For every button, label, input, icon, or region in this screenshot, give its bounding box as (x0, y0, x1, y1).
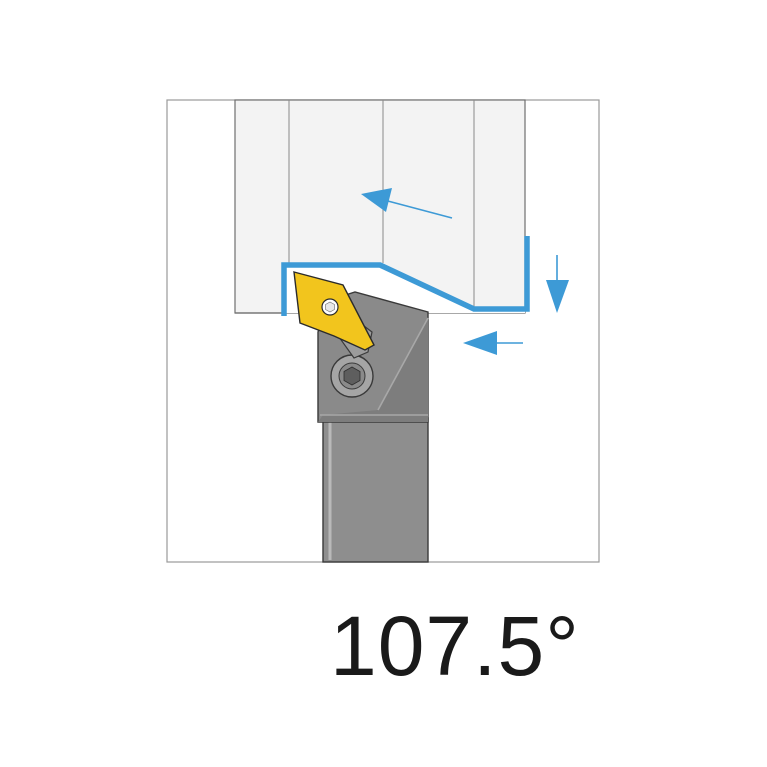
screw-hex-socket (343, 366, 361, 386)
arrow-icon (361, 188, 392, 212)
tool-holder (317, 291, 429, 563)
arrow-icon (546, 280, 569, 313)
approach-angle-label: 107.5° (330, 599, 580, 693)
tool-path (281, 236, 530, 316)
feed-arrows (361, 188, 569, 355)
arrow-icon (383, 199, 453, 219)
arrow-icon (463, 331, 497, 355)
insert-screw-socket (325, 301, 335, 313)
holder-shank (322, 417, 429, 563)
cutting-insert (293, 271, 375, 351)
holder-head-face (318, 318, 428, 422)
holder-head-edge (377, 317, 429, 411)
toolpath-line (281, 236, 530, 316)
